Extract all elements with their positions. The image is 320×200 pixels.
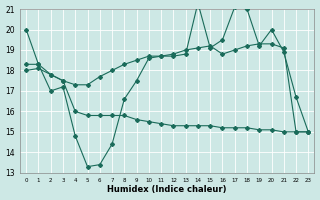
- X-axis label: Humidex (Indice chaleur): Humidex (Indice chaleur): [108, 185, 227, 194]
